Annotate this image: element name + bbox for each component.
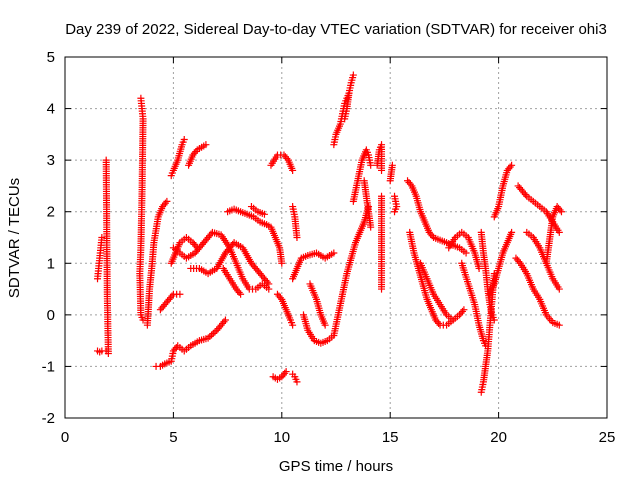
data-point [449, 316, 457, 324]
data-point [367, 223, 375, 231]
data-point [282, 368, 290, 376]
data-point [278, 259, 286, 267]
data-point [555, 228, 563, 236]
data-point [289, 166, 297, 174]
data-point [289, 321, 297, 329]
data-point [490, 316, 498, 324]
data-point [406, 180, 414, 188]
data-point [349, 71, 357, 79]
data-point [435, 319, 443, 327]
axis-ticks: 0 5 10 15 20 25 -2 -1 0 1 2 3 4 5 [42, 49, 616, 446]
data-point [367, 161, 375, 169]
x-tick-label: 5 [169, 429, 177, 446]
data-point [293, 378, 301, 386]
y-tick-label: 4 [47, 101, 55, 118]
data-point [458, 307, 466, 315]
data-point [556, 206, 564, 214]
data-point [508, 161, 516, 169]
data-point [263, 278, 271, 286]
data-point [176, 290, 184, 298]
data-point [378, 192, 386, 200]
data-point [98, 234, 106, 241]
y-tick-label: 2 [47, 204, 55, 221]
x-tick-label: 25 [599, 429, 616, 446]
y-tick-label: 5 [47, 49, 55, 66]
data-point [265, 280, 273, 288]
data-point [460, 306, 468, 314]
data-point [475, 264, 483, 272]
data-point [555, 285, 563, 293]
data-point [163, 197, 171, 205]
data-point [555, 321, 563, 329]
data-point [192, 148, 200, 156]
data-point [321, 321, 329, 329]
data-point [168, 292, 176, 300]
y-tick-label: 3 [47, 152, 55, 169]
data-point [462, 249, 470, 257]
data-point [515, 258, 523, 266]
x-tick-label: 0 [61, 429, 69, 446]
data-point [139, 316, 147, 324]
data-point [260, 210, 268, 218]
data-point [557, 208, 565, 216]
data-point [506, 163, 514, 171]
data-point [161, 199, 169, 207]
data-point [521, 191, 529, 199]
x-axis-label: GPS time / hours [279, 458, 393, 475]
data-points [94, 71, 565, 396]
y-tick-label: 1 [47, 255, 55, 272]
y-tick-label: -1 [42, 358, 55, 375]
y-tick-label: 0 [47, 307, 55, 324]
data-point [180, 136, 188, 144]
data-point [428, 232, 436, 240]
data-point [281, 369, 289, 377]
data-point [202, 141, 210, 149]
data-point [102, 156, 110, 164]
data-point [221, 316, 229, 324]
data-point [237, 290, 245, 298]
x-tick-label: 10 [273, 429, 290, 446]
chart-title: Day 239 of 2022, Sidereal Day-to-day VTE… [65, 21, 607, 38]
data-point [283, 154, 291, 162]
y-tick-label: -2 [42, 410, 55, 427]
data-point [235, 289, 243, 297]
data-point [386, 177, 394, 185]
data-point [330, 249, 338, 257]
data-point [508, 228, 516, 236]
data-point [391, 208, 399, 216]
x-tick-label: 20 [490, 429, 507, 446]
x-tick-label: 15 [382, 429, 399, 446]
data-point [220, 318, 228, 326]
data-point [378, 166, 386, 174]
plot-frame [64, 56, 608, 419]
data-point [293, 234, 301, 241]
data-point [276, 294, 284, 302]
y-axis-label: SDTVAR / TECUs [6, 178, 23, 298]
